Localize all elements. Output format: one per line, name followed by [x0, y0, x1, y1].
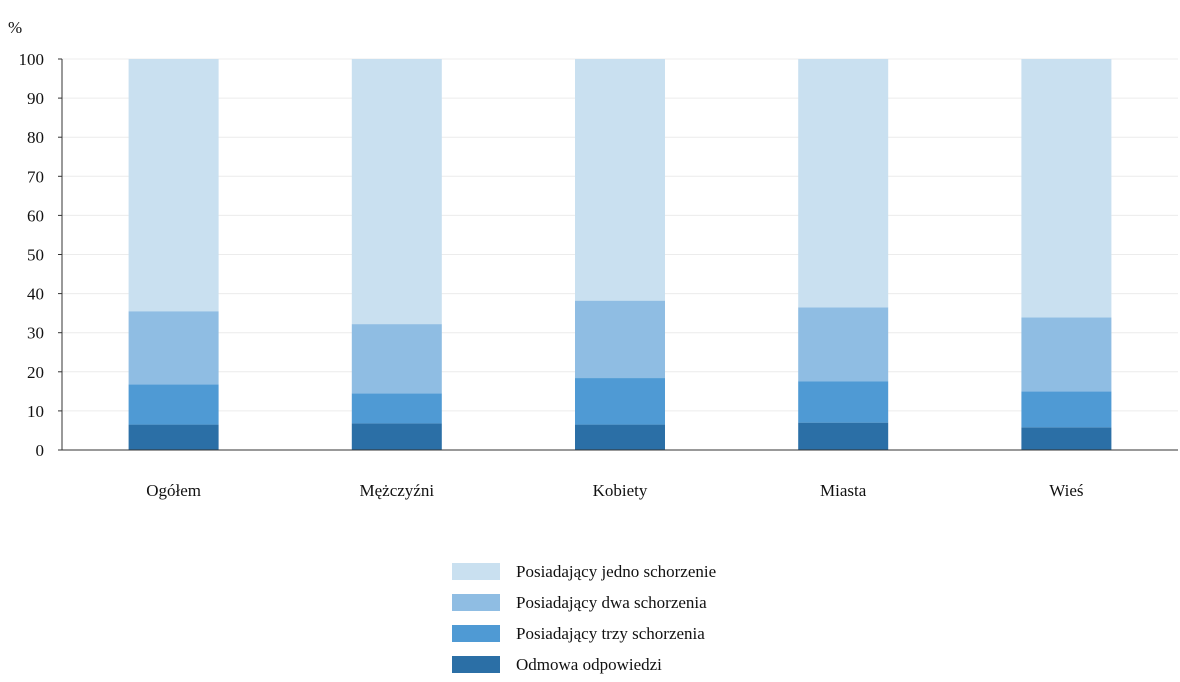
x-tick-label: Miasta [820, 481, 867, 500]
legend: Posiadający jedno schorzenie Posiadający … [452, 556, 716, 680]
bars [128, 59, 1112, 450]
x-tick-labels: Ogółem Mężczyźni Kobiety Miasta Wieś [146, 481, 1083, 500]
bar-segment [798, 381, 889, 423]
y-tick-label: 30 [27, 324, 44, 343]
bar-segment [1021, 427, 1112, 450]
x-tick-label: Kobiety [593, 481, 648, 500]
y-tick-label: 60 [27, 206, 44, 225]
y-tick-label: 80 [27, 128, 44, 147]
bar-segment [351, 324, 442, 394]
x-tick-label: Mężczyźni [360, 481, 435, 500]
legend-item: Posiadający jedno schorzenie [452, 556, 716, 587]
bar-segment [128, 311, 219, 385]
bar-segment [575, 378, 665, 425]
legend-swatch [452, 563, 500, 580]
y-tick-label: 0 [36, 441, 45, 460]
legend-swatch [452, 625, 500, 642]
legend-item: Posiadający dwa schorzenia [452, 587, 716, 618]
bar-segment [351, 59, 442, 325]
y-tick-label: 100 [19, 50, 45, 69]
bar-segment [798, 422, 889, 450]
bar-segment [798, 59, 889, 308]
legend-item: Odmowa odpowiedzi [452, 649, 716, 680]
legend-swatch [452, 656, 500, 673]
bar-segment [351, 423, 442, 450]
bar-segment [575, 424, 665, 450]
legend-label: Posiadający dwa schorzenia [516, 592, 707, 612]
legend-label: Posiadający trzy schorzenia [516, 623, 705, 643]
y-tick-label: 50 [27, 246, 44, 265]
legend-item: Posiadający trzy schorzenia [452, 618, 716, 649]
bar-segment [575, 59, 665, 301]
y-tick-label: 70 [27, 167, 44, 186]
bar-segment [1021, 59, 1112, 318]
x-tick-label: Ogółem [146, 481, 201, 500]
x-tick-label: Wieś [1049, 481, 1083, 500]
bar-segment [351, 393, 442, 424]
bar-segment [128, 424, 219, 450]
y-axis-unit: % [8, 18, 22, 37]
bar-segment [798, 307, 889, 382]
y-tick-label: 10 [27, 402, 44, 421]
legend-label: Posiadający jedno schorzenie [516, 561, 717, 581]
bar-segment [128, 59, 219, 312]
bar-segment [575, 300, 665, 379]
legend-label: Odmowa odpowiedzi [516, 654, 662, 674]
bar-segment [1021, 391, 1112, 428]
y-tick-labels: 0 10 20 30 40 50 60 70 80 90 100 [19, 50, 62, 460]
legend-swatch [452, 594, 500, 611]
y-tick-label: 90 [27, 89, 44, 108]
bar-segment [128, 384, 219, 425]
bar-segment [1021, 317, 1112, 392]
y-tick-label: 20 [27, 363, 44, 382]
y-tick-label: 40 [27, 285, 44, 304]
